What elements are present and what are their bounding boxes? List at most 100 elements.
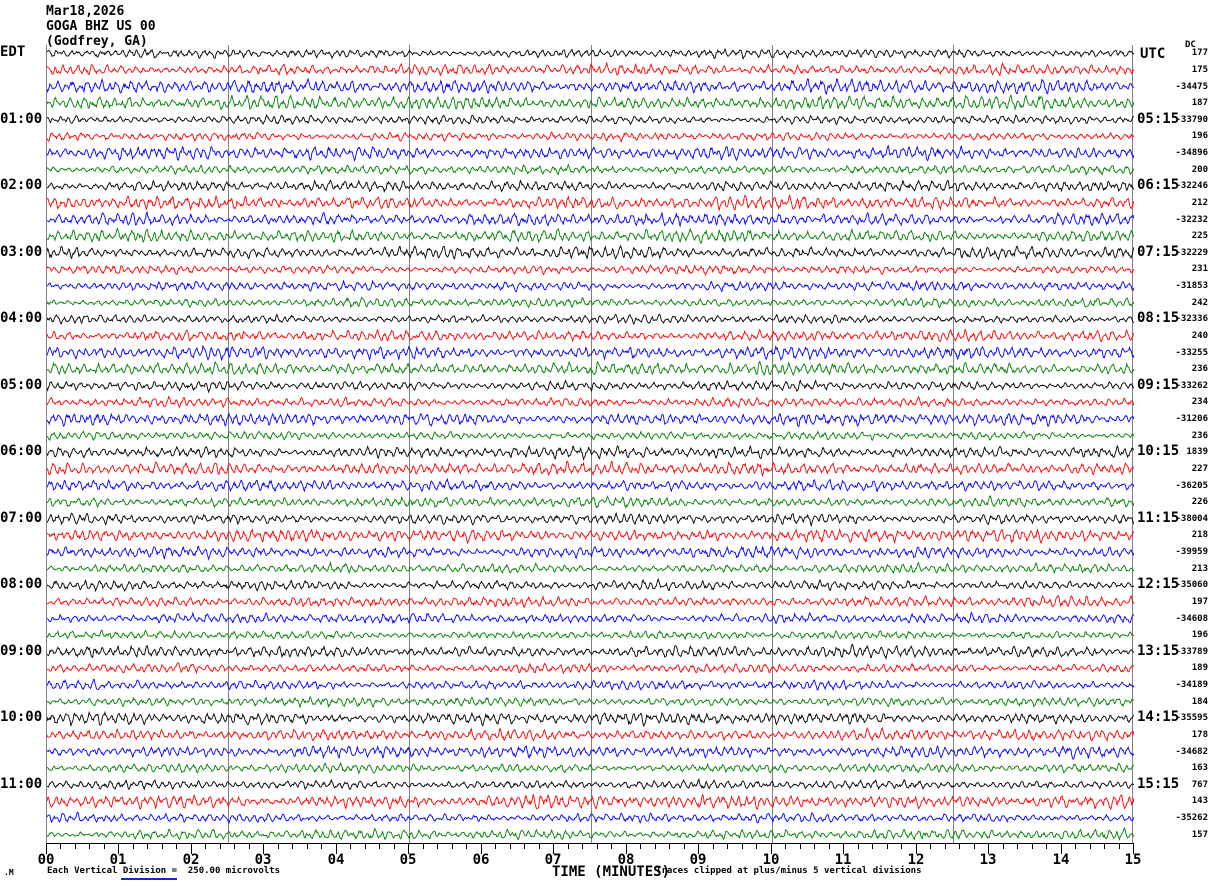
header-date: Mar18,2026 <box>46 4 125 19</box>
x-tick-major <box>408 843 409 854</box>
seismic-trace <box>47 629 1134 641</box>
dc-value: 163 <box>1191 763 1208 774</box>
right-utc-label: 05:15 <box>1137 110 1180 127</box>
right-utc-label: 11:15 <box>1137 509 1180 526</box>
right-utc-label: 12:15 <box>1137 576 1180 592</box>
header-station: GOGA BHZ US 00 <box>46 19 156 34</box>
vertical-gridline-4 <box>953 45 954 843</box>
x-tick-minor <box>437 843 438 849</box>
x-tick-minor <box>1075 843 1076 849</box>
x-tick-label: 08 <box>617 852 635 868</box>
left-hour-label: 10:00 <box>0 709 43 725</box>
right-utc-label: 14:15 <box>1137 709 1180 725</box>
x-tick-minor <box>785 843 786 849</box>
seismic-trace <box>47 244 1134 261</box>
x-tick-major <box>1061 843 1062 854</box>
seismic-trace <box>47 778 1134 791</box>
seismic-trace <box>47 695 1134 709</box>
x-tick-minor <box>220 843 221 849</box>
x-axis-line <box>46 843 1133 844</box>
dc-value: 175 <box>1191 64 1208 75</box>
clip-note: Traces clipped at plus/minus 5 vertical … <box>656 866 922 876</box>
x-tick-label: 05 <box>399 852 417 868</box>
dc-value: 157 <box>1191 829 1208 840</box>
x-tick-minor <box>60 843 61 849</box>
seismic-trace <box>47 561 1134 575</box>
dc-value: -32229 <box>1175 247 1208 258</box>
seismic-trace <box>47 344 1134 362</box>
seismic-trace <box>47 527 1134 545</box>
dc-value: 177 <box>1191 48 1208 59</box>
seismic-trace <box>47 163 1134 176</box>
x-tick-minor <box>524 843 525 849</box>
dc-value: -33789 <box>1175 646 1208 657</box>
x-tick-major <box>191 843 192 854</box>
seismic-trace <box>47 412 1134 428</box>
vertical-gridline-2 <box>591 45 592 843</box>
x-tick-minor <box>1046 843 1047 849</box>
x-tick-minor <box>176 843 177 849</box>
dc-value: -34896 <box>1175 148 1208 159</box>
dc-value: 227 <box>1191 463 1208 474</box>
x-tick-label: 11 <box>834 852 852 868</box>
x-tick-minor <box>901 843 902 849</box>
seismic-trace <box>47 430 1134 442</box>
vertical-gridline-3 <box>772 45 773 843</box>
seismogram-plot[interactable] <box>46 45 1134 843</box>
x-tick-major <box>481 843 482 854</box>
left-hour-label: 08:00 <box>0 576 43 592</box>
seismic-trace <box>47 313 1134 326</box>
x-tick-minor <box>742 843 743 849</box>
x-tick-minor <box>655 843 656 849</box>
x-tick-major <box>118 843 119 854</box>
dc-value: -31853 <box>1175 281 1208 292</box>
x-tick-minor <box>452 843 453 849</box>
seismic-trace <box>47 578 1134 593</box>
x-tick-minor <box>278 843 279 849</box>
seismic-trace <box>47 360 1134 377</box>
x-tick-major <box>626 843 627 854</box>
seismic-trace <box>47 61 1134 77</box>
seismic-trace <box>47 77 1134 95</box>
x-tick-major <box>843 843 844 854</box>
dc-value: 143 <box>1191 796 1208 807</box>
x-tick-label: 04 <box>327 852 345 868</box>
x-tick-minor <box>249 843 250 849</box>
seismic-trace <box>47 144 1134 162</box>
dc-value: 212 <box>1191 197 1208 208</box>
dc-value: 218 <box>1191 530 1208 541</box>
x-tick-minor <box>829 843 830 849</box>
seismic-trace <box>47 545 1134 561</box>
dc-value: 1839 <box>1186 447 1208 458</box>
x-tick-minor <box>568 843 569 849</box>
seismic-trace <box>47 194 1134 212</box>
seismic-trace <box>47 611 1134 625</box>
x-tick-major <box>263 843 264 854</box>
left-hour-label: 07:00 <box>0 509 43 526</box>
seismic-trace <box>47 811 1134 824</box>
dc-value: -31206 <box>1175 414 1208 425</box>
x-tick-minor <box>75 843 76 849</box>
dc-value: 197 <box>1191 596 1208 607</box>
left-hour-label: 06:00 <box>0 443 43 459</box>
x-tick-minor <box>234 843 235 849</box>
x-axis-title: TIME (MINUTES) <box>552 864 671 880</box>
right-utc-label: 08:15 <box>1137 310 1180 326</box>
x-tick-minor <box>611 843 612 849</box>
x-tick-major <box>336 843 337 854</box>
header-location: (Godfrey, GA) <box>46 34 148 49</box>
seismic-trace <box>47 594 1134 609</box>
x-tick-minor <box>147 843 148 849</box>
vertical-gridline-1 <box>409 45 410 843</box>
dc-value: -36205 <box>1175 480 1208 491</box>
dc-value: 196 <box>1191 131 1208 142</box>
dc-value: 236 <box>1191 430 1208 441</box>
x-tick-minor <box>104 843 105 849</box>
left-hour-label: 04:00 <box>0 310 43 326</box>
vertical-gridline-0 <box>228 45 229 843</box>
left-hour-label: 05:00 <box>0 376 43 393</box>
dc-value: 196 <box>1191 630 1208 641</box>
dc-value: 200 <box>1191 164 1208 175</box>
x-tick-label: 00 <box>37 852 55 868</box>
x-tick-minor <box>1104 843 1105 849</box>
